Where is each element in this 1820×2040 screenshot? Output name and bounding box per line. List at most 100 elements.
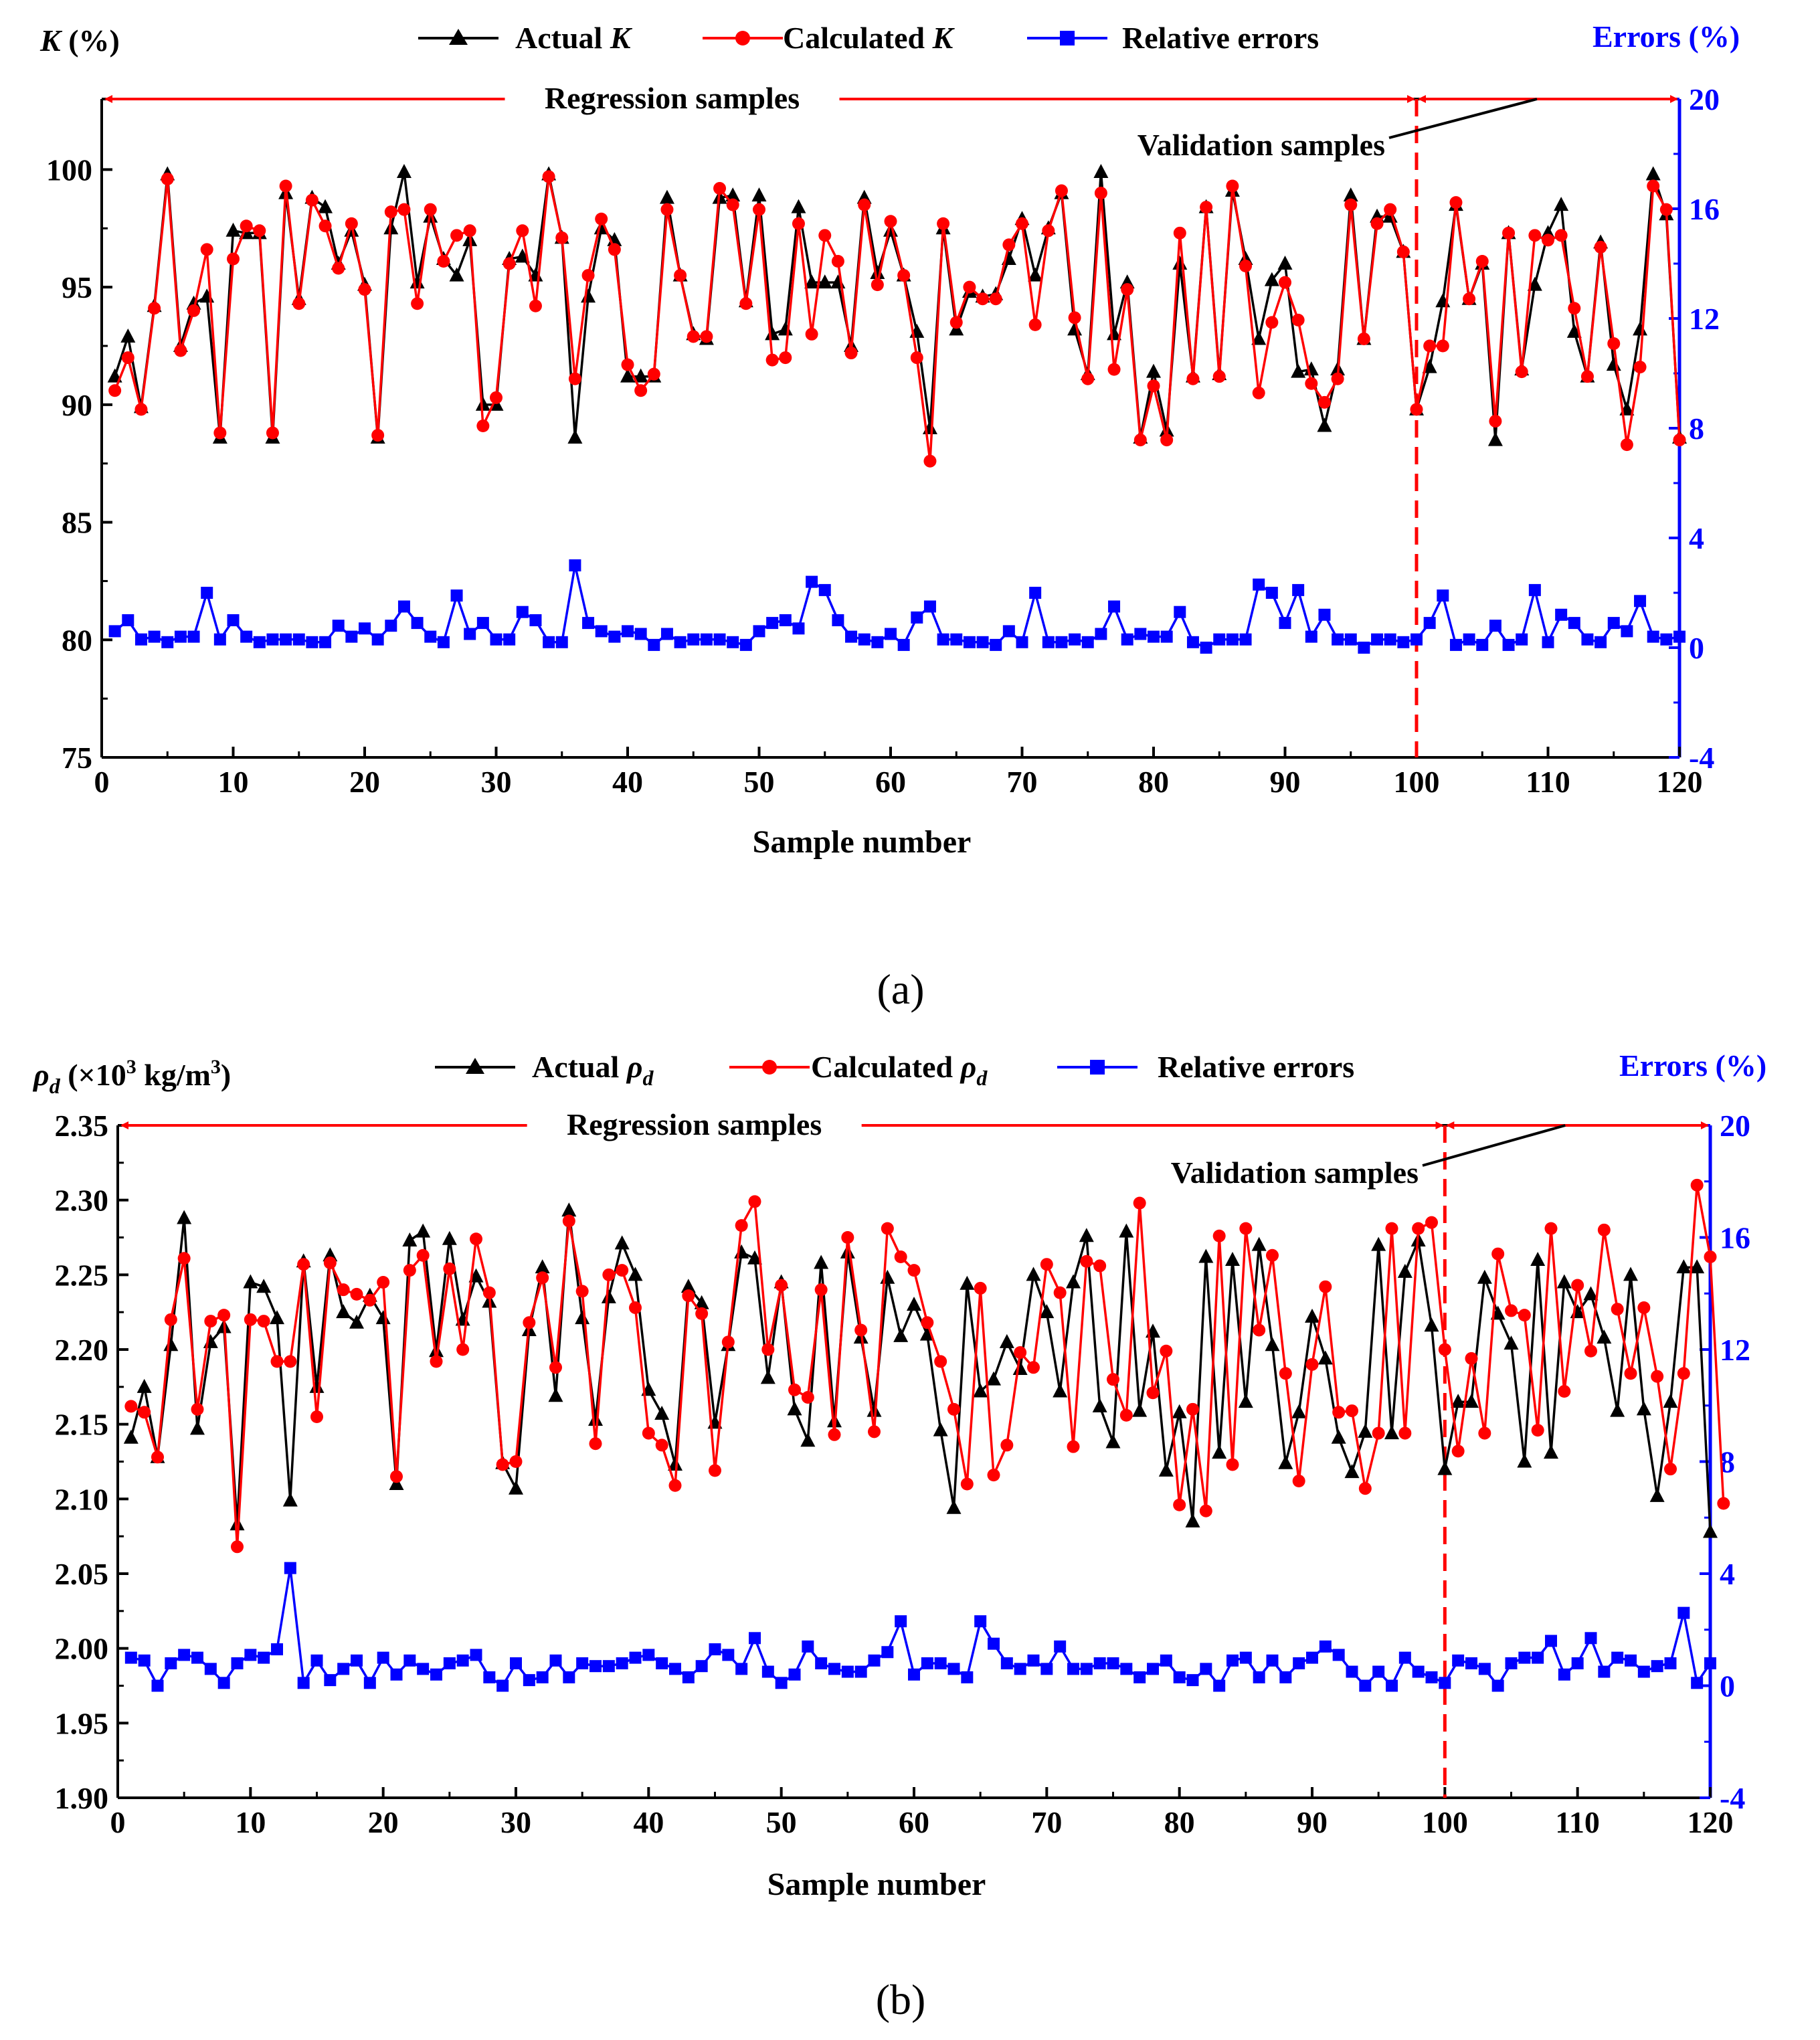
data-point-actual xyxy=(1028,267,1043,282)
data-point-calculated xyxy=(358,283,371,296)
data-point-error xyxy=(908,1668,920,1681)
data-point-actual xyxy=(814,1255,829,1269)
data-point-calculated xyxy=(1186,372,1200,385)
data-point-error xyxy=(576,1657,589,1669)
data-point-error xyxy=(1423,617,1436,630)
data-point-actual xyxy=(1676,1259,1692,1274)
data-point-actual xyxy=(1663,1394,1678,1408)
data-point-calculated xyxy=(292,297,306,310)
data-point-error xyxy=(1081,636,1094,648)
data-point-error xyxy=(602,1660,615,1673)
data-point-error xyxy=(1014,1663,1026,1675)
data-point-error xyxy=(1489,620,1502,632)
data-point-error xyxy=(656,1657,668,1669)
data-point-calculated xyxy=(1252,386,1265,399)
data-point-calculated xyxy=(1279,276,1291,289)
data-point-calculated xyxy=(1673,434,1686,447)
data-point-calculated xyxy=(279,179,292,193)
data-point-error xyxy=(1265,587,1278,599)
data-point-actual xyxy=(270,1310,284,1325)
data-point-calculated xyxy=(960,1477,974,1491)
x-tick-label: 0 xyxy=(94,765,110,799)
data-point-error xyxy=(437,636,450,648)
data-point-error xyxy=(1016,636,1028,648)
data-point-actual xyxy=(1093,163,1109,178)
data-point-calculated xyxy=(134,403,148,416)
data-point-actual xyxy=(282,1492,298,1507)
data-point-calculated xyxy=(616,1264,629,1277)
data-point-calculated xyxy=(897,269,911,282)
data-point-error xyxy=(1000,1657,1013,1669)
data-point-calculated xyxy=(1344,198,1358,211)
y2-tick-label: 0 xyxy=(1720,1669,1735,1703)
data-point-calculated xyxy=(1000,1439,1014,1452)
data-point-actual xyxy=(1303,361,1319,376)
data-point-calculated xyxy=(1647,179,1660,193)
data-point-calculated xyxy=(121,351,134,365)
data-point-actual xyxy=(575,1310,590,1325)
data-point-error xyxy=(310,1654,323,1667)
data-point-error xyxy=(258,1651,270,1664)
data-point-calculated xyxy=(1016,217,1028,230)
y-tick-label: 1.95 xyxy=(55,1706,109,1740)
data-point-error xyxy=(806,575,818,588)
legend-calculated-marker-a xyxy=(735,31,750,45)
data-point-error xyxy=(253,636,266,648)
data-point-error xyxy=(324,1674,337,1687)
data-point-error xyxy=(1651,1660,1663,1673)
data-point-calculated xyxy=(1580,370,1594,383)
data-point-actual xyxy=(1172,1404,1187,1418)
data-point-calculated xyxy=(450,229,464,242)
x-tick-label: 10 xyxy=(218,765,249,799)
y-ticks-left-b: 1.90 1.95 2.00 2.05 2.10 2.15 2.20 2.25 2.30 2.35 xyxy=(55,1109,128,1815)
data-point-actual xyxy=(659,189,674,204)
data-point-calculated xyxy=(1147,379,1160,393)
data-point-calculated xyxy=(1042,224,1055,238)
data-point-actual xyxy=(509,1480,523,1495)
data-point-calculated xyxy=(424,203,437,216)
data-point-error xyxy=(895,1615,907,1628)
data-point-calculated xyxy=(1292,1475,1305,1488)
data-point-actual xyxy=(628,1267,643,1281)
data-point-error xyxy=(490,633,503,646)
data-point-calculated xyxy=(1558,1385,1571,1398)
data-point-actual xyxy=(893,1327,909,1342)
data-point-actual xyxy=(1251,1236,1267,1251)
data-point-error xyxy=(709,1643,721,1656)
data-point-calculated xyxy=(937,217,950,230)
x-tick-label: 90 xyxy=(1270,765,1301,799)
data-point-error xyxy=(1027,1654,1040,1667)
data-point-calculated xyxy=(318,219,332,233)
data-point-actual xyxy=(1527,276,1542,291)
data-point-calculated xyxy=(934,1355,947,1368)
data-point-error xyxy=(464,628,476,640)
data-point-error xyxy=(608,630,621,643)
data-point-error xyxy=(456,1654,469,1667)
caption-b: (b) xyxy=(876,1976,926,2023)
data-point-actual xyxy=(880,1269,895,1284)
data-point-actual xyxy=(567,430,583,444)
data-point-actual xyxy=(1487,432,1503,446)
data-point-error xyxy=(897,638,910,651)
data-point-actual xyxy=(535,1259,550,1274)
data-point-error xyxy=(1200,1663,1212,1675)
y-tick-label: 75 xyxy=(62,741,92,775)
data-point-error xyxy=(240,630,253,643)
y-tick-label: 100 xyxy=(46,153,92,187)
data-point-error xyxy=(390,1668,403,1681)
data-point-error xyxy=(284,1562,296,1574)
x-tick-label: 120 xyxy=(1657,765,1703,799)
data-point-error xyxy=(885,628,897,640)
data-point-error xyxy=(1476,638,1489,651)
data-point-actual xyxy=(256,1279,272,1293)
data-point-error xyxy=(359,622,371,635)
data-point-error xyxy=(231,1657,244,1669)
data-point-actual xyxy=(1371,1236,1386,1251)
x-tick-label: 0 xyxy=(110,1805,126,1839)
data-point-calculated xyxy=(1107,1373,1119,1386)
data-point-actual xyxy=(960,1275,975,1290)
data-point-calculated xyxy=(1331,372,1344,385)
data-point-actual xyxy=(410,274,425,289)
data-point-calculated xyxy=(1410,403,1423,416)
data-point-calculated xyxy=(801,1390,814,1404)
